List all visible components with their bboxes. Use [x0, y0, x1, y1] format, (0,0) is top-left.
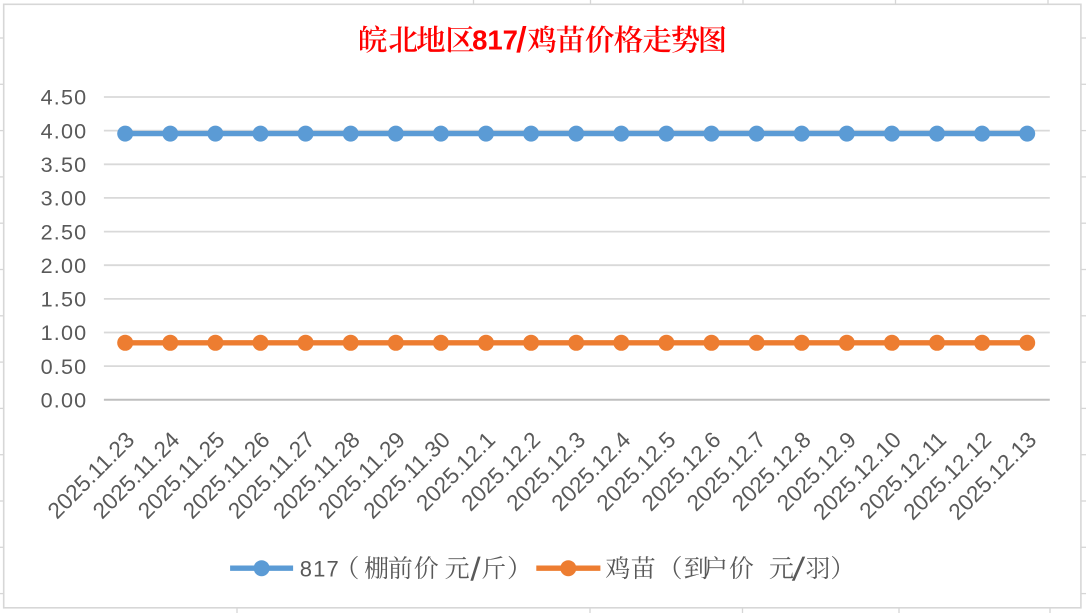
svg-text:4.50: 4.50 [41, 85, 88, 110]
svg-text:1.00: 1.00 [41, 320, 88, 345]
svg-text:2.00: 2.00 [41, 253, 88, 278]
svg-text:3.00: 3.00 [41, 186, 88, 211]
svg-text:3.50: 3.50 [41, 152, 88, 177]
svg-text:0.50: 0.50 [41, 354, 88, 379]
svg-text:0.00: 0.00 [41, 388, 88, 413]
svg-text:1.50: 1.50 [41, 287, 88, 312]
svg-text:2.50: 2.50 [41, 219, 88, 244]
svg-text:817: 817 [300, 557, 340, 582]
svg-text:4.00: 4.00 [41, 118, 88, 143]
svg-text:817: 817 [472, 24, 518, 55]
